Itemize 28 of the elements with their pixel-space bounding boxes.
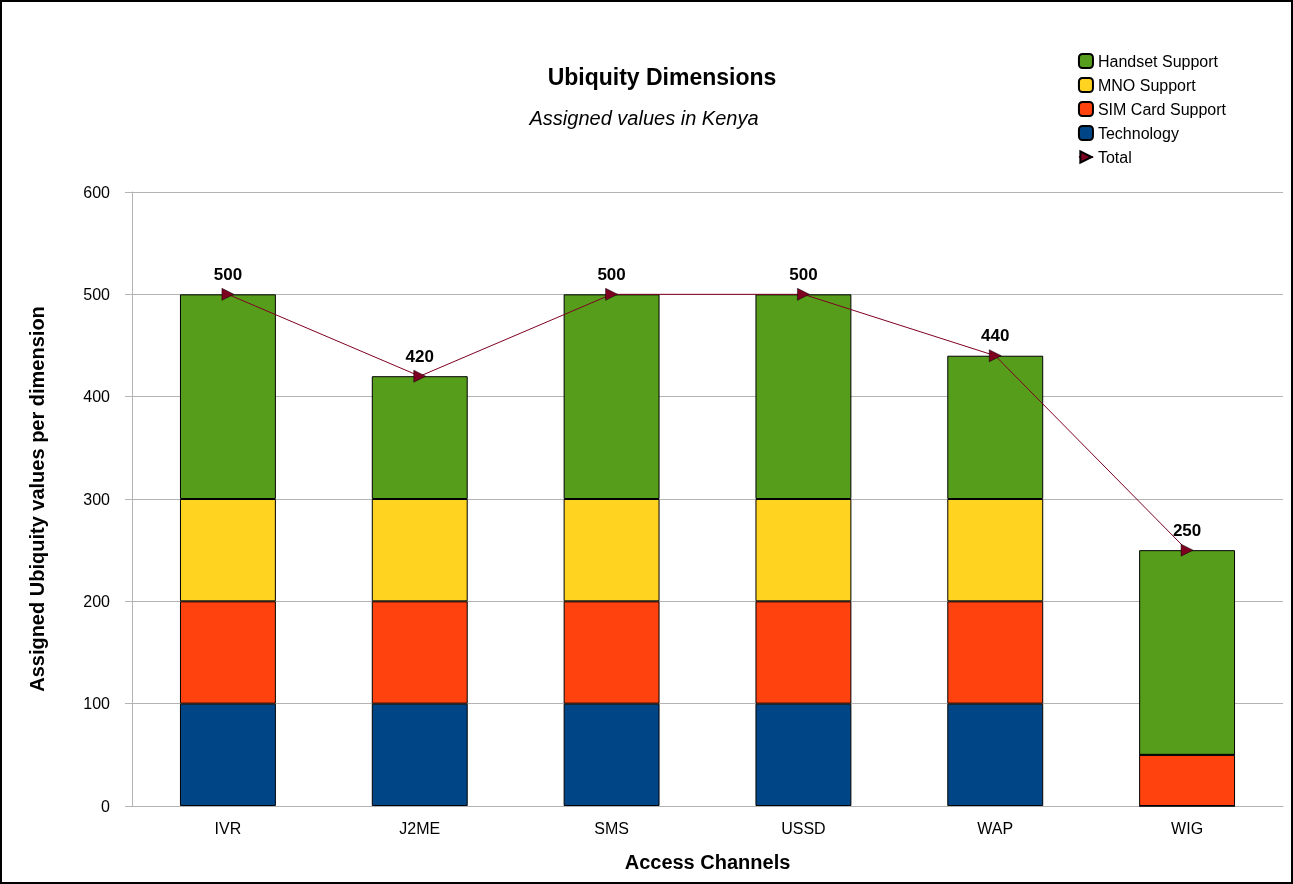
x-axis-title: Access Channels — [624, 851, 791, 873]
data-label: 440 — [981, 326, 1010, 346]
y-tick-label: 300 — [83, 490, 111, 508]
y-tick-label: 100 — [83, 695, 111, 713]
x-tick-label: SMS — [594, 819, 629, 837]
y-tick-label: 400 — [83, 388, 111, 406]
data-label: 500 — [597, 265, 626, 285]
chart-title: Ubiquity Dimensions — [547, 63, 777, 90]
chart-subtitle: Assigned values in Kenya — [528, 107, 759, 129]
x-tick-label: IVR — [214, 819, 242, 837]
y-tick-label: 200 — [83, 592, 111, 610]
legend-label: SIM Card Support — [1097, 100, 1227, 118]
legend-label: Technology — [1097, 124, 1179, 142]
data-label: 420 — [405, 346, 434, 366]
x-tick-label: WAP — [977, 819, 1014, 837]
x-tick-label: J2ME — [399, 819, 441, 837]
x-tick-label: WIG — [1171, 819, 1204, 837]
y-tick-label: 500 — [83, 285, 111, 303]
y-tick-label: 600 — [83, 183, 111, 201]
y-tick-label: 0 — [101, 797, 111, 815]
legend-label: Handset Support — [1097, 52, 1219, 70]
data-label: 250 — [1172, 520, 1202, 540]
data-label: 500 — [213, 265, 243, 285]
legend-label: MNO Support — [1097, 76, 1197, 94]
legend-label: Total — [1097, 148, 1132, 166]
data-label: 500 — [789, 265, 818, 285]
x-tick-label: USSD — [781, 819, 826, 837]
y-axis-title: Assigned Ubiquity values per dimension — [26, 306, 48, 692]
